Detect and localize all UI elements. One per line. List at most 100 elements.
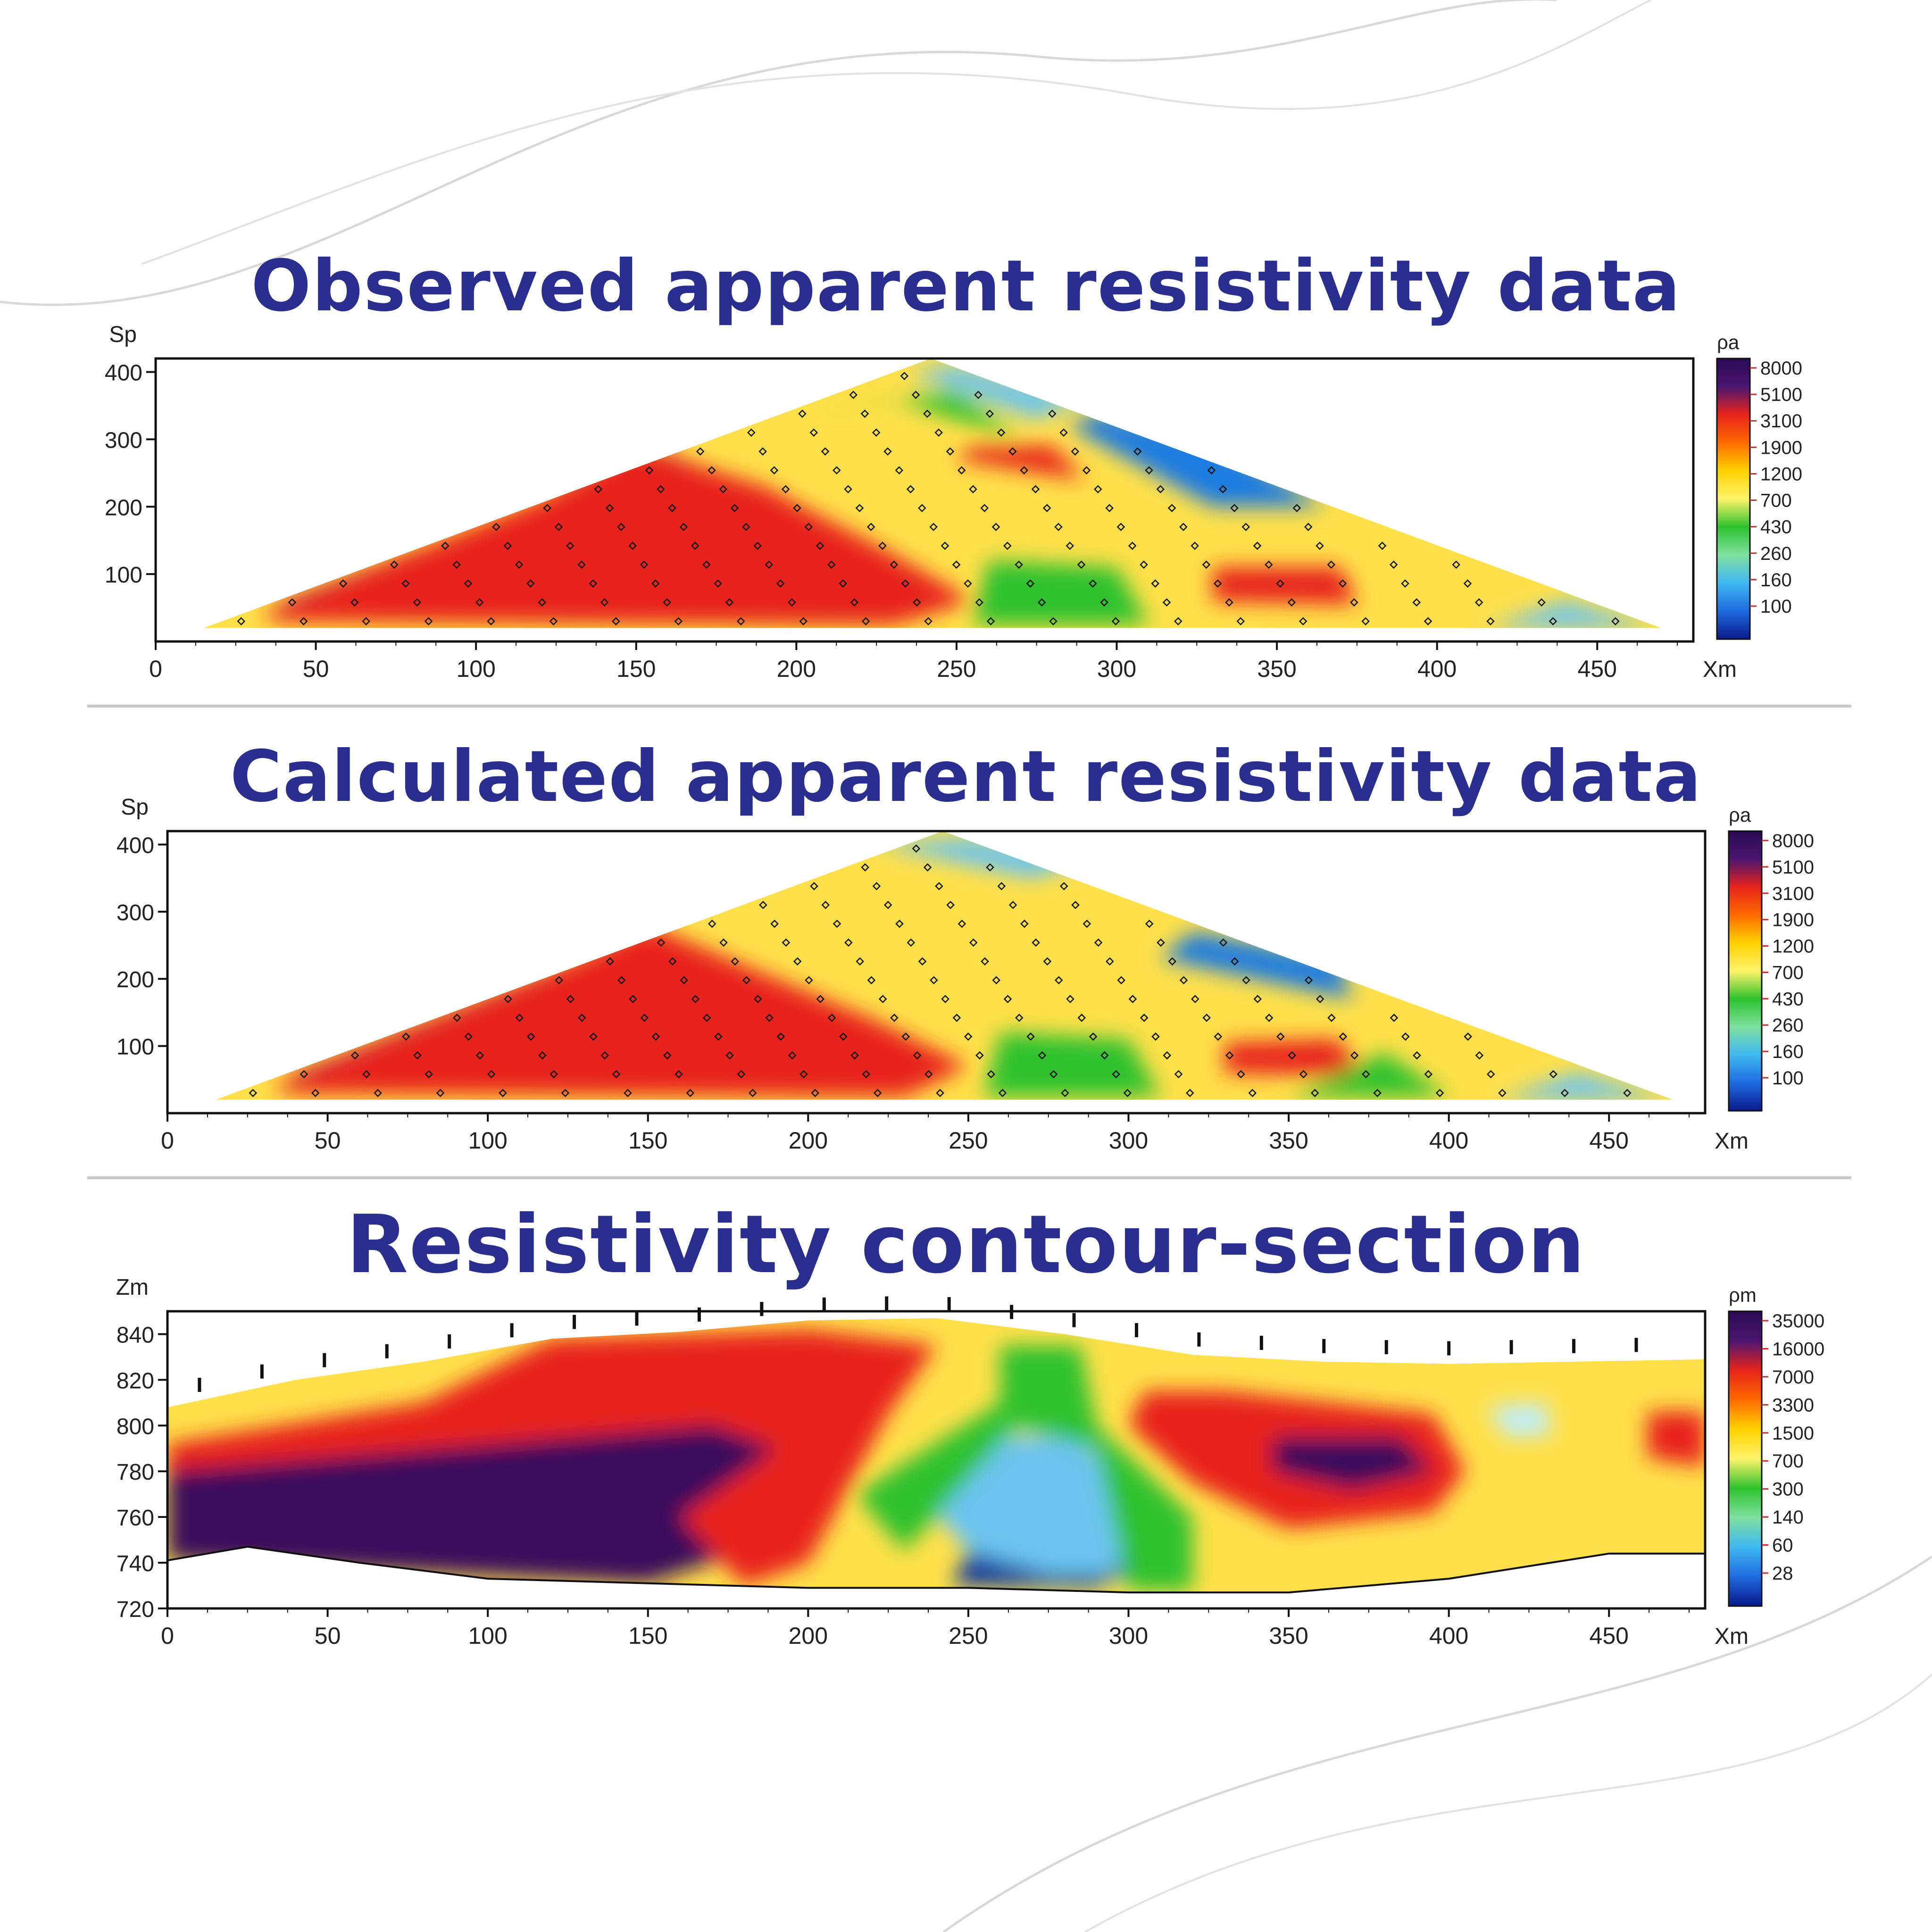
data-point [1031, 485, 1040, 493]
data-point [913, 1051, 922, 1060]
data-point [1191, 541, 1199, 550]
x-tick-label: 350 [1257, 656, 1296, 682]
data-point [941, 541, 949, 550]
data-point [804, 523, 813, 531]
data-point [1350, 598, 1358, 607]
data-point [781, 485, 790, 493]
x-tick-label: 400 [1429, 1127, 1468, 1154]
colorbar-tick-label: 430 [1760, 517, 1792, 538]
data-point [1162, 598, 1171, 607]
data-point [827, 560, 836, 569]
data-point [980, 504, 989, 512]
data-point [645, 466, 654, 475]
data-point [1242, 976, 1250, 984]
data-point [1218, 485, 1227, 493]
data-point [612, 1070, 621, 1079]
bottom-boundary [167, 1546, 1705, 1594]
data-point [1537, 598, 1546, 607]
data-point [1151, 1032, 1160, 1041]
data-point [986, 617, 995, 625]
data-point [1327, 1014, 1336, 1022]
data-point [1498, 1089, 1507, 1098]
data-point [736, 617, 745, 625]
data-point [691, 995, 700, 1003]
data-point [606, 957, 615, 966]
x-tick-label: 200 [789, 1623, 828, 1649]
x-tick-label: 450 [1590, 1127, 1629, 1154]
data-point [1140, 560, 1148, 569]
data-point [1202, 560, 1211, 569]
data-point [413, 598, 422, 607]
data-point [600, 1051, 609, 1060]
data-point [753, 541, 762, 550]
data-point [890, 560, 898, 569]
data-point [810, 882, 818, 891]
data-point [992, 976, 1001, 984]
data-point [1003, 541, 1012, 550]
data-point [809, 428, 818, 437]
colorbar-tick-label: 1200 [1760, 464, 1802, 484]
x-tick-label: 200 [789, 1127, 828, 1154]
data-point [1049, 1070, 1058, 1079]
data-point [674, 617, 683, 625]
colorbar-tick-label: 35000 [1772, 1311, 1824, 1332]
data-point [1230, 504, 1239, 512]
colorbar-tick-label: 700 [1772, 1451, 1804, 1472]
data-point [526, 1032, 535, 1041]
data-point [436, 1089, 445, 1098]
data-point [1094, 938, 1103, 947]
body-very-high [1273, 1437, 1433, 1490]
data-point [589, 1032, 598, 1041]
y-tick-label: 100 [105, 563, 142, 588]
data-point [452, 560, 461, 569]
data-point [1350, 1051, 1359, 1060]
data-point [1089, 1032, 1098, 1041]
colorbar-tick-label: 8000 [1772, 831, 1814, 851]
data-point [629, 995, 637, 1003]
chart-title: Calculated apparent resistivity data [230, 736, 1702, 818]
data-point [1100, 1051, 1109, 1060]
data-point [453, 1014, 461, 1022]
data-point [249, 1089, 258, 1098]
data-point [657, 485, 665, 493]
data-point [793, 504, 801, 512]
data-point [906, 485, 915, 493]
data-point [640, 1014, 649, 1022]
body-very-high [167, 1425, 808, 1583]
colorbar-tick-label: 3100 [1772, 883, 1814, 904]
data-point [946, 447, 955, 456]
data-point [975, 1051, 984, 1060]
x-tick-label: 450 [1590, 1623, 1629, 1649]
data-point [1059, 428, 1068, 437]
x-tick-label: 100 [456, 656, 495, 682]
data-point [719, 485, 727, 493]
data-point [237, 617, 246, 625]
chart-title: Observed apparent resistivity data [251, 245, 1681, 327]
data-point [872, 428, 881, 437]
data-point [714, 579, 722, 588]
data-point [538, 1051, 547, 1060]
data-point [1048, 409, 1057, 418]
y-tick-label: 400 [105, 361, 142, 386]
data-point [679, 523, 688, 531]
data-point [702, 1014, 711, 1022]
x-tick-label: 50 [315, 1623, 341, 1649]
colorbar-tick-label: 1900 [1772, 910, 1814, 931]
colorbar-tick-label: 100 [1760, 596, 1792, 617]
data-point [860, 409, 869, 418]
data-point [985, 409, 994, 418]
data-point [668, 504, 676, 512]
x-tick-label: 150 [628, 1623, 667, 1649]
data-point [1424, 617, 1432, 625]
data-point [867, 976, 876, 984]
data-point [1054, 976, 1063, 984]
data-point [600, 598, 609, 607]
colorbar-tick-label: 16000 [1772, 1339, 1824, 1359]
data-point [691, 541, 700, 550]
data-point [708, 919, 716, 928]
data-point [708, 466, 716, 475]
data-point [1186, 1089, 1194, 1098]
colorbar-tick-label: 1900 [1760, 437, 1802, 458]
